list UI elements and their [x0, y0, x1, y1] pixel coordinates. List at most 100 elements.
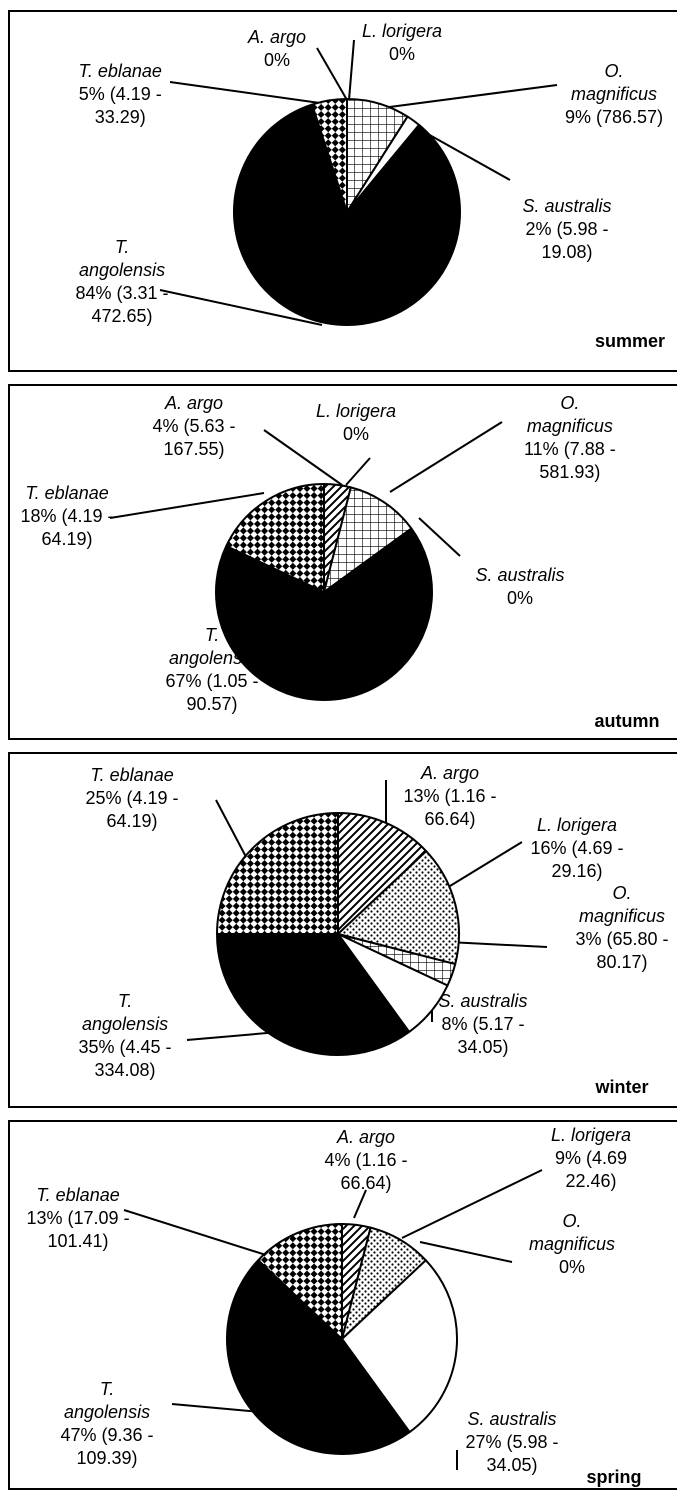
percent-value: 13% (1.16 - [403, 786, 497, 806]
leader-line [353, 1189, 367, 1219]
leader-line [447, 941, 548, 948]
percent-value: 9% (4.69 [555, 1148, 628, 1168]
species-name: T. [114, 237, 130, 257]
slice-label: O. magnificus 3% (65.80 - 80.17) [576, 882, 669, 974]
species-name: O. [604, 61, 624, 81]
pie-slice [225, 483, 325, 593]
species-name: A. argo [248, 27, 307, 47]
percent-value: 11% (7.88 - [524, 439, 616, 459]
season-label: winter [595, 1077, 649, 1097]
leader-line [171, 1403, 261, 1413]
percent-value: 4% (5.63 - [152, 416, 236, 436]
species-name: T. [99, 1379, 115, 1399]
percent-value: 9% (786.57) [565, 107, 664, 127]
pie-chart-autumn [109, 421, 503, 701]
pie-slice [337, 850, 460, 966]
percent-value: 8% (5.17 - [441, 1014, 525, 1034]
species-name: L. lorigera [551, 1125, 632, 1145]
species-name: magnificus [529, 1234, 616, 1254]
leader-line [419, 1241, 513, 1263]
pie-slice [216, 812, 339, 935]
percent-value: 67% (1.05 - [165, 671, 259, 691]
season-label: autumn [594, 711, 660, 731]
percent-value: 80.17) [596, 952, 648, 972]
leader-line [169, 81, 328, 105]
leader-line [418, 517, 461, 557]
species-name: magnificus [571, 84, 658, 104]
panel-winter: A. argo 13% (1.16 - 66.64) L. lorigera 16% (… [8, 752, 677, 1108]
percent-value: 16% (4.69 - [530, 838, 624, 858]
species-name: S. australis [522, 196, 612, 216]
species-name: O. [612, 883, 632, 903]
percent-value: 22.46) [565, 1171, 617, 1191]
percent-value: 581.93) [539, 462, 601, 482]
season-label: spring [586, 1467, 642, 1487]
species-name: magnificus [526, 416, 613, 436]
slice-label: T. angolensis 84% (3.31 - 472.65) [76, 236, 169, 328]
percent-value: 13% (17.09 - [26, 1208, 130, 1228]
species-name: O. [560, 393, 580, 413]
percent-value: 0% [343, 424, 370, 444]
pie-slice [311, 98, 348, 213]
slice-label: T. eblanae 5% (4.19 - 33.29) [79, 60, 162, 129]
leader-line [159, 289, 323, 326]
leader-line [381, 84, 558, 109]
species-name: angolensis [79, 260, 166, 280]
season-label: summer [595, 331, 666, 351]
slice-label: A. argo 4% (1.16 - 66.64) [325, 1126, 408, 1195]
slice-label: T. angolensis 47% (9.36 - 109.39) [61, 1378, 154, 1470]
percent-value: 0% [389, 44, 416, 64]
panel-summer: A. argo 0% L. lorigera 0% O. magnificus 9% (78… [8, 10, 677, 372]
percent-value: 35% (4.45 - [78, 1037, 172, 1057]
slice-label: T. eblanae 13% (17.09 - 101.41) [27, 1184, 130, 1253]
percent-value: 4% (1.16 - [324, 1150, 408, 1170]
percent-value: 5% (4.19 - [78, 84, 162, 104]
species-name: L. lorigera [537, 815, 618, 835]
slice-label: T. angolensis 67% (1.05 - 90.57) [166, 624, 259, 716]
percent-value: 25% (4.19 - [85, 788, 179, 808]
slice-label: T. angolensis 35% (4.45 - 334.08) [79, 990, 172, 1082]
pie-slice [323, 486, 413, 593]
species-name: magnificus [579, 906, 666, 926]
species-name: T. [204, 625, 220, 645]
slice-label: A. argo 0% [248, 26, 306, 72]
leader-line [123, 1209, 289, 1263]
slice-label: L. lorigera 0% [362, 20, 442, 66]
species-name: angolensis [82, 1014, 169, 1034]
leader-line [263, 429, 343, 486]
species-name: S. australis [475, 565, 565, 585]
pie-slice [216, 933, 411, 1056]
percent-value: 0% [264, 50, 291, 70]
pie-slice [257, 1223, 343, 1340]
percent-value: 109.39) [76, 1448, 138, 1468]
species-name: angolensis [169, 648, 256, 668]
percent-value: 18% (4.19 - [20, 506, 114, 526]
slice-label: L. lorigera 9% (4.69 22.46) [551, 1124, 631, 1193]
percent-value: 66.64) [424, 809, 476, 829]
percent-value: 90.57) [186, 694, 238, 714]
species-name: T. eblanae [90, 765, 174, 785]
species-name: T. eblanae [78, 61, 162, 81]
slice-label: A. argo 4% (5.63 - 167.55) [153, 392, 236, 461]
pie-chart-winter [186, 780, 548, 1056]
species-name: T. [117, 991, 133, 1011]
percent-value: 2% (5.98 - [525, 219, 609, 239]
pie-slice [337, 812, 428, 935]
percent-value: 47% (9.36 - [60, 1425, 154, 1445]
percent-value: 0% [507, 588, 534, 608]
pie-slice [233, 103, 461, 326]
pie-chart-summer [159, 39, 558, 326]
leader-line [389, 421, 503, 493]
pie-slice [226, 1259, 411, 1455]
species-name: T. eblanae [25, 483, 109, 503]
percent-value: 3% (65.80 - [575, 929, 669, 949]
slice-label: L. lorigera 0% [316, 400, 396, 446]
panel-spring: A. argo 4% (1.16 - 66.64) L. lorigera 9% (4.… [8, 1120, 677, 1490]
species-name: T. eblanae [36, 1185, 120, 1205]
percent-value: 64.19) [106, 811, 158, 831]
species-name: L. lorigera [362, 21, 443, 41]
species-name: S. australis [467, 1409, 557, 1429]
leader-line [449, 841, 523, 887]
species-name: A. argo [337, 1127, 396, 1147]
slice-label: S. australis 8% (5.17 - 34.05) [439, 990, 528, 1059]
